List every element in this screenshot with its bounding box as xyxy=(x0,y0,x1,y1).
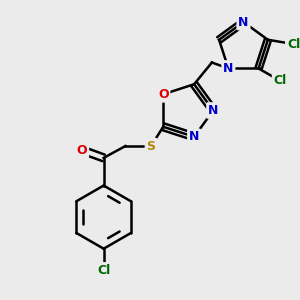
Text: O: O xyxy=(158,88,169,101)
Text: Cl: Cl xyxy=(97,264,110,277)
Text: Cl: Cl xyxy=(274,74,287,87)
Text: N: N xyxy=(223,62,234,75)
Text: N: N xyxy=(208,104,218,117)
Text: Cl: Cl xyxy=(287,38,300,51)
Text: N: N xyxy=(238,16,249,28)
Text: N: N xyxy=(189,130,199,143)
Text: S: S xyxy=(146,140,155,153)
Text: O: O xyxy=(76,143,87,157)
